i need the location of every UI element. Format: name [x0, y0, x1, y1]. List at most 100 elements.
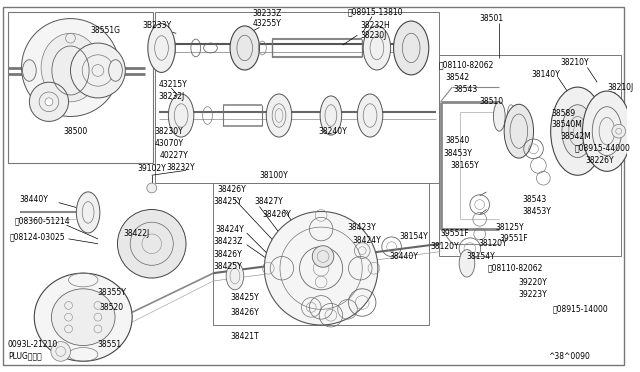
Text: 39551F: 39551F [440, 230, 469, 238]
Text: 38501: 38501 [480, 14, 504, 23]
Text: Ⓚ08360-51214: Ⓚ08360-51214 [15, 217, 70, 226]
Text: 38233Z: 38233Z [253, 9, 282, 18]
Text: 38427Y: 38427Y [255, 197, 284, 206]
Text: 38230Y: 38230Y [155, 127, 184, 136]
Text: 38423Z: 38423Z [213, 237, 243, 246]
Text: 38551G: 38551G [90, 26, 120, 35]
Bar [155, 12, 438, 183]
Ellipse shape [312, 246, 334, 267]
Text: 38422J: 38422J [124, 230, 150, 238]
Text: 38423Y: 38423Y [348, 222, 376, 232]
Text: 38424Y: 38424Y [216, 225, 244, 234]
Circle shape [118, 209, 186, 278]
Ellipse shape [154, 29, 175, 67]
Ellipse shape [562, 105, 593, 158]
Ellipse shape [230, 26, 259, 70]
Text: 38226Y: 38226Y [586, 156, 614, 165]
Text: 38453Y: 38453Y [523, 207, 552, 216]
Ellipse shape [493, 102, 505, 131]
Circle shape [264, 211, 378, 325]
Text: 43255Y: 43255Y [253, 19, 282, 28]
Text: 38232J: 38232J [159, 92, 185, 102]
Bar [8, 12, 153, 163]
Ellipse shape [51, 289, 115, 346]
Text: 38230J: 38230J [360, 31, 387, 40]
Text: 38520: 38520 [100, 303, 124, 312]
Text: 38453Y: 38453Y [444, 149, 472, 158]
Text: 38543: 38543 [453, 84, 477, 94]
Ellipse shape [168, 94, 194, 137]
Text: 38210Y: 38210Y [560, 58, 589, 67]
Circle shape [29, 82, 68, 121]
Circle shape [70, 43, 125, 98]
Text: 38426Y: 38426Y [262, 210, 291, 219]
Text: 43215Y: 43215Y [159, 80, 188, 89]
Text: 38100Y: 38100Y [259, 171, 288, 180]
Ellipse shape [22, 19, 120, 116]
Text: 39223Y: 39223Y [519, 290, 548, 299]
Ellipse shape [459, 250, 475, 277]
Text: 39220Y: 39220Y [519, 278, 548, 288]
Text: 38424Y: 38424Y [353, 236, 381, 245]
Ellipse shape [394, 21, 429, 75]
Text: 38425Y: 38425Y [213, 262, 242, 271]
Ellipse shape [504, 104, 534, 158]
Ellipse shape [582, 91, 632, 171]
Bar [213, 183, 429, 325]
Text: 38589: 38589 [551, 109, 575, 118]
Text: 3B233Y: 3B233Y [142, 21, 171, 30]
Ellipse shape [226, 262, 244, 290]
Text: 40227Y: 40227Y [159, 151, 188, 160]
Text: 38440Y: 38440Y [390, 252, 419, 261]
Text: 38140Y: 38140Y [532, 70, 561, 79]
Ellipse shape [35, 273, 132, 361]
Text: 38232Y: 38232Y [166, 163, 195, 172]
Ellipse shape [22, 60, 36, 81]
Text: 38426Y: 38426Y [230, 308, 259, 317]
Text: 38120Y: 38120Y [431, 242, 460, 251]
Ellipse shape [550, 87, 605, 175]
Text: 39102Y: 39102Y [137, 164, 166, 173]
Text: 38426Y: 38426Y [218, 185, 246, 195]
Text: 38440Y: 38440Y [20, 195, 49, 204]
Text: 38421T: 38421T [230, 332, 259, 341]
Text: 38542M: 38542M [560, 132, 591, 141]
Circle shape [45, 98, 53, 106]
Text: 38355Y: 38355Y [98, 288, 127, 297]
Ellipse shape [109, 60, 122, 81]
Ellipse shape [357, 94, 383, 137]
Text: 38240Y: 38240Y [318, 127, 347, 136]
Text: 38210J: 38210J [607, 83, 633, 92]
Text: 39551F: 39551F [499, 234, 528, 243]
Text: 38426Y: 38426Y [213, 250, 242, 259]
Text: 38542: 38542 [445, 73, 470, 82]
Text: 38540M: 38540M [551, 120, 582, 129]
Text: 38165Y: 38165Y [451, 161, 479, 170]
Text: Ⓥ08915-14000: Ⓥ08915-14000 [553, 305, 609, 314]
Bar [438, 55, 621, 256]
Text: 38425Y: 38425Y [213, 197, 242, 206]
Text: Ⓥ08915-13810: Ⓥ08915-13810 [348, 7, 403, 16]
Text: PLUGプラグ: PLUGプラグ [8, 352, 42, 361]
Text: 38154Y: 38154Y [399, 232, 428, 241]
Ellipse shape [266, 94, 292, 137]
Text: 38425Y: 38425Y [230, 293, 259, 302]
Text: 38543: 38543 [523, 195, 547, 204]
Text: ⒲08124-03025: ⒲08124-03025 [10, 232, 65, 241]
Circle shape [51, 341, 70, 361]
Text: Ⓑ08110-82062: Ⓑ08110-82062 [488, 264, 543, 273]
Text: 38125Y: 38125Y [495, 222, 524, 232]
Text: 38154Y: 38154Y [466, 252, 495, 261]
Text: ^38^0090: ^38^0090 [548, 352, 590, 361]
Circle shape [147, 183, 157, 193]
Circle shape [612, 124, 625, 138]
Ellipse shape [320, 96, 342, 135]
Text: 38120Y: 38120Y [479, 239, 508, 248]
Text: 38551: 38551 [98, 340, 122, 349]
Text: 0093L-21210: 0093L-21210 [8, 340, 58, 349]
Ellipse shape [363, 26, 390, 70]
Text: 38232H: 38232H [360, 21, 390, 30]
Text: 38500: 38500 [63, 127, 88, 136]
Text: 43070Y: 43070Y [155, 140, 184, 148]
Text: 38540: 38540 [445, 137, 470, 145]
